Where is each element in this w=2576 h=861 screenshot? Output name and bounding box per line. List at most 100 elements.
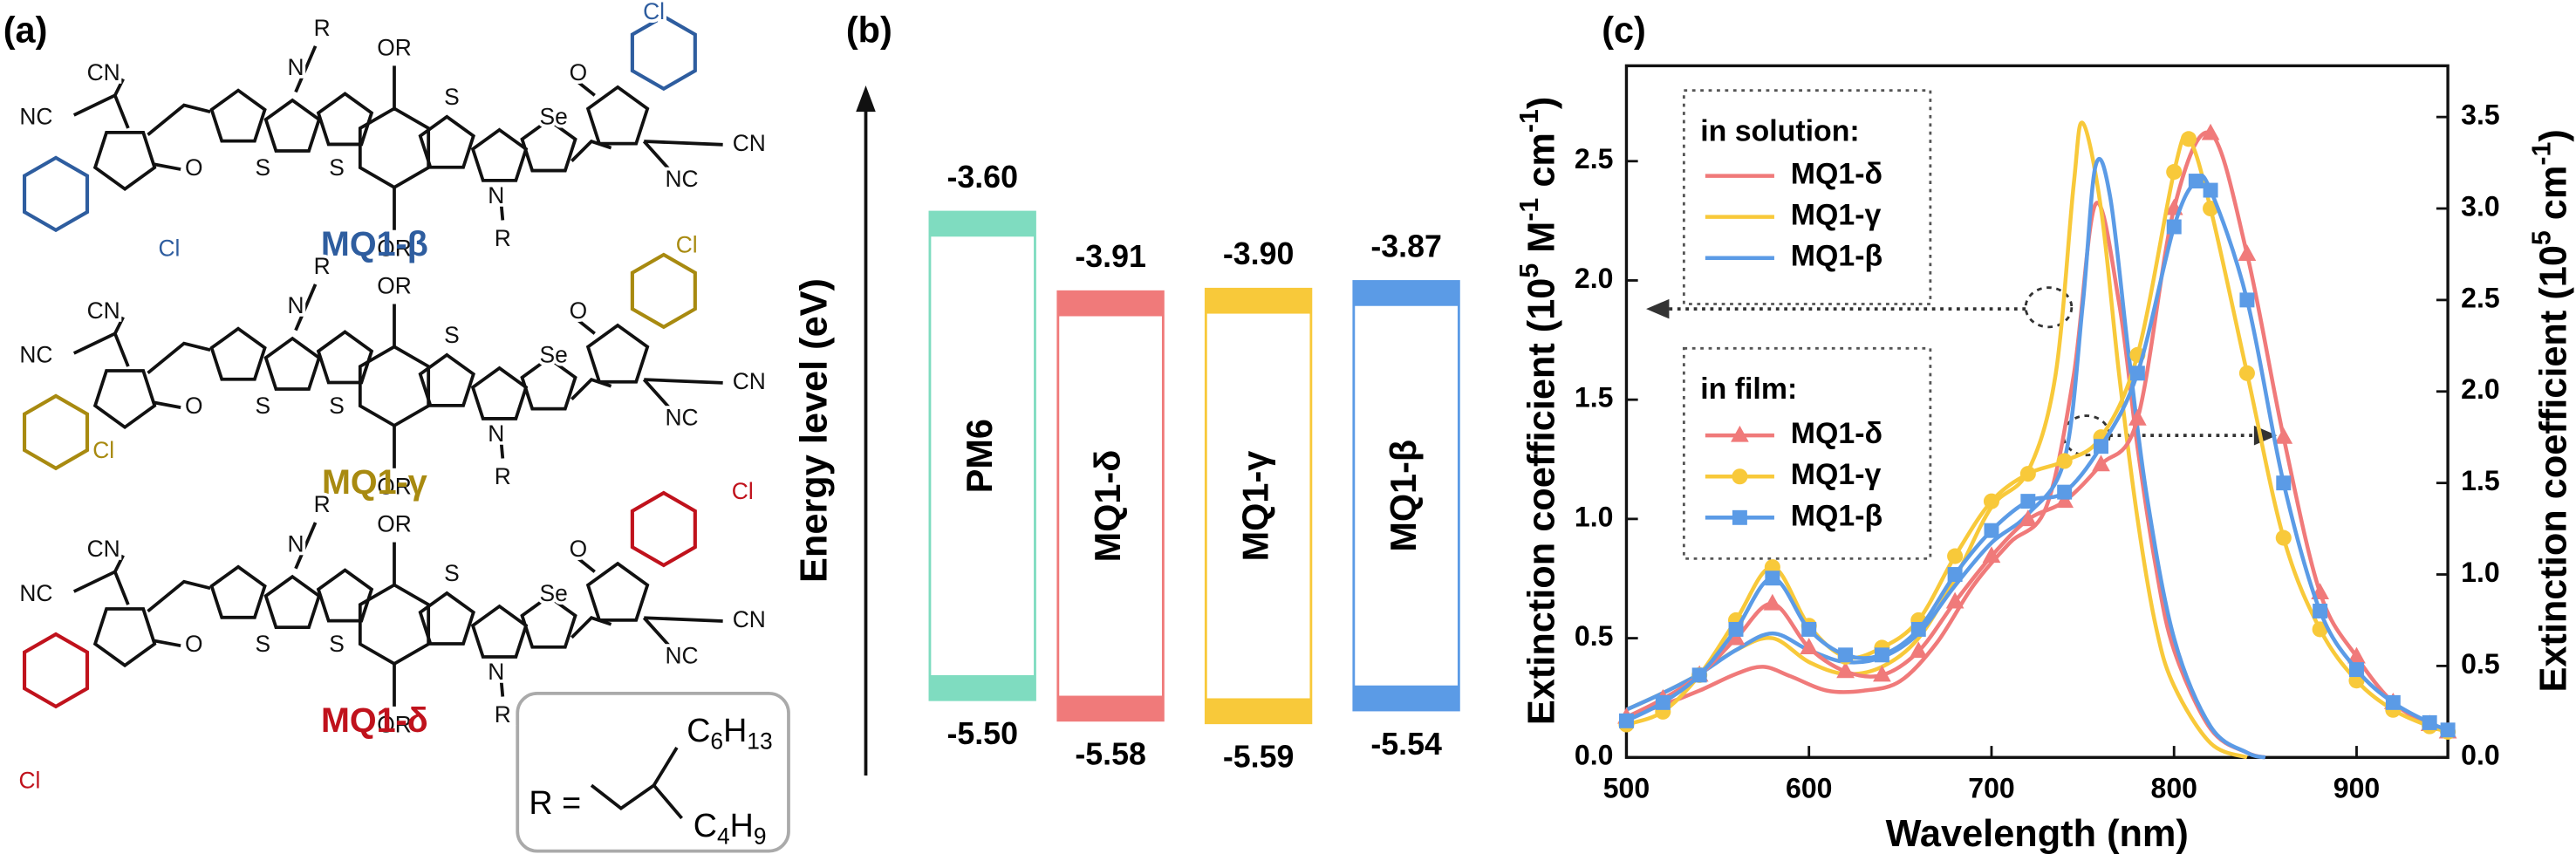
ring: [630, 252, 697, 330]
ring: [209, 88, 267, 143]
r-label: R =: [529, 784, 581, 821]
bond: [497, 183, 505, 221]
label-part: 9: [754, 823, 767, 850]
lumo-label: -3.90: [1223, 236, 1295, 271]
label: C4H9: [694, 807, 767, 849]
bond: [113, 78, 130, 129]
marker: [1873, 665, 1891, 682]
series-line: [1625, 120, 2248, 760]
atom-label: NC: [666, 404, 699, 430]
lumo-level: [1353, 281, 1459, 306]
ring: [585, 561, 650, 622]
bond: [147, 341, 211, 375]
atom-label: OR: [377, 273, 412, 299]
bond: [294, 284, 318, 331]
label-part: -1: [1515, 109, 1544, 133]
label-part: M: [1521, 222, 1563, 263]
panel-label: (c): [1602, 10, 1646, 51]
atom-label: NC: [19, 580, 52, 606]
marker: [1726, 628, 1746, 646]
bond: [294, 522, 318, 570]
benzene-ring: [22, 155, 90, 233]
bond: [577, 318, 596, 335]
y-tick-label: 0.0: [1575, 740, 1613, 771]
ring: [470, 127, 529, 182]
y-tick-label: 1.5: [2461, 465, 2499, 496]
bond: [294, 45, 318, 93]
atom-label: NC: [666, 642, 699, 668]
category-label: MQ1-β: [1383, 440, 1424, 552]
legend-label: MQ1-δ: [1791, 158, 1882, 191]
legend-label: MQ1-γ: [1791, 458, 1882, 491]
marker: [2180, 131, 2197, 147]
x-tick-label: 500: [1603, 772, 1650, 803]
bond: [571, 139, 612, 162]
homo-level: [929, 674, 1035, 700]
legend-box: [1682, 89, 1932, 305]
bond: [497, 659, 505, 697]
marker: [2385, 694, 2401, 710]
ring: [263, 574, 321, 630]
ring: [418, 114, 475, 169]
legend-label: MQ1-δ: [1791, 417, 1882, 450]
marker: [2422, 714, 2437, 730]
ring: [630, 490, 697, 568]
bond: [113, 316, 130, 367]
atom-label: O: [185, 154, 203, 181]
bond: [642, 616, 675, 653]
r-group-box: [516, 691, 790, 853]
marker: [1655, 694, 1671, 710]
atom-label: CN: [87, 297, 120, 324]
ring: [470, 366, 529, 420]
atom-label: O: [570, 297, 588, 324]
marker: [2019, 466, 2036, 482]
bond: [72, 93, 116, 117]
marker: [1983, 493, 2000, 509]
y-tick-label: 2.0: [1575, 263, 1613, 294]
bond: [642, 140, 675, 175]
atom-label: R: [495, 701, 511, 728]
lumo-label: -3.91: [1075, 239, 1146, 274]
bond: [644, 140, 723, 147]
y-tick-label: 3.5: [2461, 99, 2499, 131]
marker: [2057, 484, 2073, 500]
ring: [316, 92, 374, 147]
marker: [1732, 509, 1747, 525]
ring: [209, 326, 267, 381]
legend-label: MQ1-γ: [1791, 199, 1882, 232]
bond: [147, 103, 211, 136]
marker: [2238, 244, 2257, 261]
label: C6H13: [687, 712, 772, 754]
marker: [1800, 638, 1819, 654]
atom-label: O: [185, 631, 203, 657]
ring: [209, 564, 267, 619]
ring: [92, 369, 157, 430]
x-tick-label: 900: [2333, 772, 2380, 803]
marker: [2276, 475, 2292, 491]
bond: [154, 400, 181, 409]
atom-label: OR: [377, 711, 412, 737]
lumo-label: -3.87: [1370, 229, 1442, 263]
label-part: cm: [1521, 133, 1563, 198]
marker: [2129, 366, 2145, 381]
bond: [644, 616, 723, 623]
ring: [92, 607, 157, 668]
atom-label: CN: [733, 606, 766, 632]
atom-label: N: [287, 530, 304, 557]
arrow-head: [1646, 298, 1670, 319]
bond: [72, 570, 116, 593]
atom-label: Cl: [643, 0, 665, 24]
y-tick-label: 1.0: [1575, 501, 1613, 532]
bond: [653, 784, 684, 820]
atom-label: S: [444, 84, 460, 110]
label-part: 13: [747, 728, 772, 754]
atom-label: Se: [540, 342, 568, 368]
atom-label: R: [314, 15, 331, 41]
atom-label: OR: [377, 511, 412, 537]
marker: [2313, 603, 2328, 618]
category-label: MQ1-δ: [1087, 450, 1128, 563]
y-tick-label: 3.0: [2461, 190, 2499, 222]
y-tick-label: 0.5: [1575, 620, 1613, 652]
bond: [577, 557, 596, 573]
